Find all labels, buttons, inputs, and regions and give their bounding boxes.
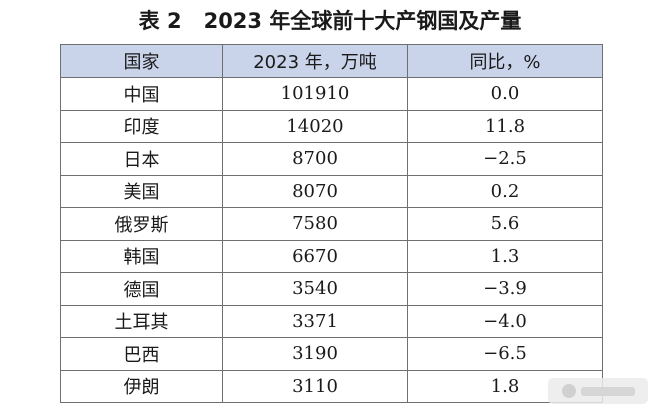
- output-cell: 6670: [222, 239, 408, 273]
- country-cell: 日本: [60, 142, 223, 176]
- output-cell: 3371: [222, 304, 408, 338]
- output-cell: 101910: [222, 77, 408, 111]
- yoy-cell: −2.5: [407, 142, 603, 176]
- table-row: 伊朗 3110 1.8: [60, 369, 603, 403]
- output-cell: 3190: [222, 337, 408, 371]
- country-cell: 德国: [60, 272, 223, 306]
- table-row: 土耳其 3371 −4.0: [60, 304, 603, 338]
- yoy-cell: 1.3: [407, 239, 603, 273]
- country-cell: 伊朗: [60, 369, 223, 403]
- watermark-label: [580, 386, 635, 396]
- column-header-country: 国家: [60, 44, 223, 78]
- output-cell: 3540: [222, 272, 408, 306]
- column-header-yoy: 同比，%: [407, 44, 603, 78]
- yoy-cell: 0.2: [407, 174, 603, 208]
- table-number: 表 2: [138, 9, 182, 33]
- output-cell: 7580: [222, 207, 408, 241]
- yoy-cell: 5.6: [407, 207, 603, 241]
- table-caption: 表 2 2023 年全球前十大产钢国及产量: [0, 6, 660, 36]
- country-cell: 土耳其: [60, 304, 223, 338]
- output-cell: 8070: [222, 174, 408, 208]
- watermark-overlay: [548, 378, 648, 404]
- table-row: 俄罗斯 7580 5.6: [60, 207, 603, 241]
- country-cell: 中国: [60, 77, 223, 111]
- country-cell: 美国: [60, 174, 223, 208]
- table-row: 印度 14020 11.8: [60, 109, 603, 143]
- table-row: 韩国 6670 1.3: [60, 239, 603, 273]
- yoy-cell: 0.0: [407, 77, 603, 111]
- output-cell: 3110: [222, 369, 408, 403]
- table-title: 2023 年全球前十大产钢国及产量: [203, 9, 522, 33]
- table-row: 巴西 3190 −6.5: [60, 337, 603, 371]
- table-row: 德国 3540 −3.9: [60, 272, 603, 306]
- country-cell: 巴西: [60, 337, 223, 371]
- steel-production-table: 国家 2023 年，万吨 同比，% 中国 101910 0.0 印度 14020…: [60, 44, 603, 403]
- table-row: 日本 8700 −2.5: [60, 142, 603, 176]
- table-header-row: 国家 2023 年，万吨 同比，%: [60, 44, 603, 78]
- country-cell: 俄罗斯: [60, 207, 223, 241]
- output-cell: 14020: [222, 109, 408, 143]
- yoy-cell: −3.9: [407, 272, 603, 306]
- yoy-cell: −4.0: [407, 304, 603, 338]
- watermark-logo-icon: [561, 384, 576, 398]
- yoy-cell: 11.8: [407, 109, 603, 143]
- column-header-output: 2023 年，万吨: [222, 44, 408, 78]
- table-row: 中国 101910 0.0: [60, 77, 603, 111]
- table-row: 美国 8070 0.2: [60, 174, 603, 208]
- country-cell: 印度: [60, 109, 223, 143]
- output-cell: 8700: [222, 142, 408, 176]
- country-cell: 韩国: [60, 239, 223, 273]
- yoy-cell: −6.5: [407, 337, 603, 371]
